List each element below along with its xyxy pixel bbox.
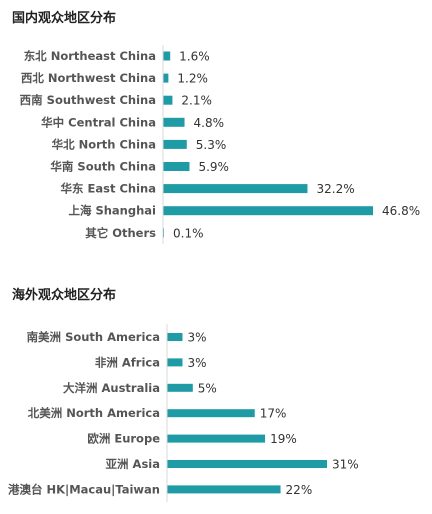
bar <box>167 333 183 341</box>
category-label: 南美洲 South America <box>27 330 160 344</box>
value-label: 32.2% <box>316 182 354 196</box>
category-label: 北美洲 North America <box>28 406 160 420</box>
category-label: 亚洲 Asia <box>106 457 160 471</box>
value-label: 19% <box>270 432 297 446</box>
value-label: 3% <box>187 331 206 345</box>
value-label: 5.9% <box>198 160 229 174</box>
bar <box>167 358 183 367</box>
category-label: 大洋洲 Australia <box>63 381 160 395</box>
bar <box>163 139 187 149</box>
category-label: 非洲 Africa <box>95 355 160 369</box>
value-label: 17% <box>260 407 287 421</box>
bar <box>167 460 327 468</box>
bar <box>167 409 255 418</box>
category-label: 东北 Northeast China <box>24 49 156 63</box>
value-label: 31% <box>332 458 359 472</box>
category-label: 西南 Southwest China <box>20 93 156 107</box>
value-label: 3% <box>187 356 206 370</box>
bar <box>167 383 193 392</box>
category-label: 华南 South China <box>50 160 156 174</box>
category-label: 上海 Shanghai <box>68 204 156 218</box>
bar <box>167 485 281 494</box>
value-label: 46.8% <box>382 204 420 218</box>
value-label: 1.2% <box>177 72 208 86</box>
value-label: 0.1% <box>173 226 204 240</box>
category-label: 欧洲 Europe <box>87 432 160 446</box>
category-label: 其它 Others <box>85 226 156 240</box>
value-label: 5.3% <box>196 138 227 152</box>
category-label: 华北 North China <box>52 137 156 151</box>
category-label: 西北 Northwest China <box>21 71 156 85</box>
value-label: 22% <box>286 483 313 497</box>
bar <box>163 184 308 194</box>
value-label: 2.1% <box>181 94 212 108</box>
domestic-bar-chart: 东北 Northeast China 1.6% 西北 Northwest China… <box>20 44 420 244</box>
value-label: 4.8% <box>194 116 225 130</box>
category-label: 华中 Central China <box>41 115 156 129</box>
bar <box>163 73 169 83</box>
chart-title-domestic: 国内观众地区分布 <box>12 11 117 26</box>
bar <box>163 95 173 105</box>
bar <box>163 206 373 216</box>
value-label: 1.6% <box>179 50 210 64</box>
bar <box>163 162 190 171</box>
value-label: 5% <box>198 381 217 395</box>
category-label: 华东 East China <box>61 182 156 196</box>
chart-title-overseas: 海外观众地区分布 <box>12 288 117 303</box>
bar <box>163 117 185 127</box>
category-label: 港澳台 HK|Macau|Taiwan <box>8 482 160 496</box>
bar <box>167 434 266 443</box>
bar <box>163 51 171 61</box>
